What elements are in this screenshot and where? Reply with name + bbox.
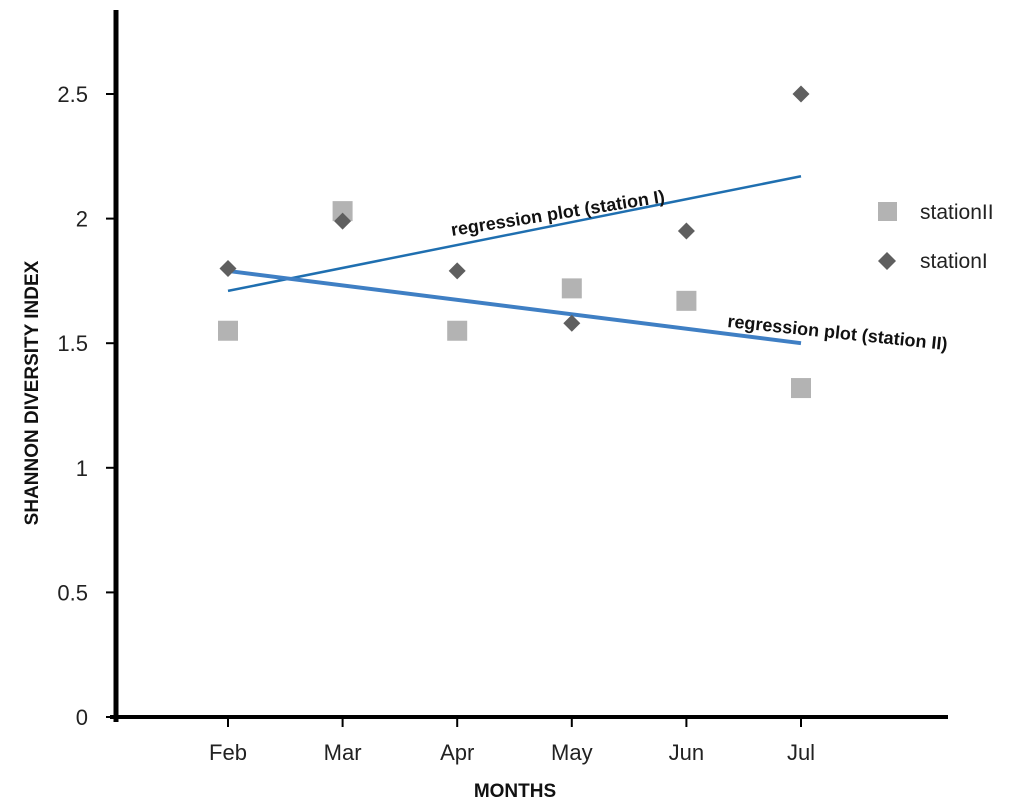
x-tick-label: Apr — [440, 740, 474, 765]
regression-line-station-i — [227, 175, 802, 293]
point-stationII — [561, 278, 582, 299]
x-tick-label: Jun — [669, 740, 704, 765]
point-stationI — [792, 85, 810, 103]
y-tick-label: 1 — [76, 456, 88, 481]
point-stationI — [448, 262, 466, 280]
y-tick-label: 2 — [76, 207, 88, 232]
legend-marker-stationI — [878, 252, 896, 270]
y-tick-label: 0.5 — [57, 580, 88, 605]
y-tick-label: 0 — [76, 705, 88, 730]
x-axis-title: MONTHS — [474, 781, 556, 802]
regression-label-station-ii: regression plot (station II) — [727, 311, 949, 354]
y-tick-label: 1.5 — [57, 331, 88, 356]
legend-marker-stationII — [878, 202, 897, 221]
point-stationI — [563, 314, 581, 332]
point-stationII — [218, 320, 238, 341]
x-tick-label: May — [551, 740, 593, 765]
legend: stationII stationI — [878, 201, 994, 273]
y-axis-title: SHANNON DIVERSITY INDEX — [22, 260, 43, 525]
regression-label-station-i: regression plot (station I) — [449, 186, 666, 240]
point-stationII — [676, 290, 697, 311]
point-stationI — [219, 259, 237, 277]
point-stationI — [334, 212, 352, 230]
point-stationI — [677, 222, 695, 240]
y-tick-label: 2.5 — [57, 82, 88, 107]
point-stationII — [791, 378, 811, 399]
legend-label-stationI: stationI — [920, 250, 988, 273]
point-stationII — [447, 320, 468, 341]
legend-label-stationII: stationII — [920, 201, 994, 224]
point-stationII — [332, 201, 353, 222]
regression-line-station-ii — [227, 268, 802, 346]
x-tick-label: Feb — [209, 740, 247, 765]
x-tick-label: Jul — [787, 740, 815, 765]
x-tick-label: Mar — [324, 740, 362, 765]
